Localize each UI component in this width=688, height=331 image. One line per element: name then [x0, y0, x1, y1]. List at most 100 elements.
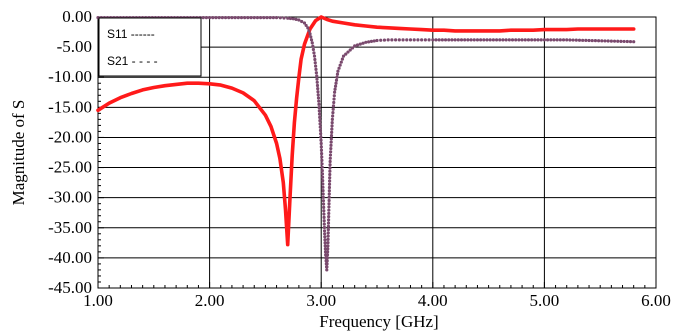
series-s21-point	[328, 176, 332, 180]
series-s21-point	[317, 105, 321, 110]
series-s21-point	[530, 38, 534, 42]
series-s21-point	[322, 229, 327, 233]
series-s21-point	[453, 38, 457, 42]
series-s21-point	[437, 38, 441, 42]
series-s21-point	[332, 94, 336, 98]
series-s21-point	[322, 215, 326, 220]
series-s21-point	[335, 75, 339, 79]
series-s21-point	[328, 179, 332, 183]
series-s21-point	[494, 38, 499, 42]
x-tick-label: 6.00	[641, 291, 671, 310]
series-s21-point	[330, 124, 334, 128]
series-s21-point	[408, 38, 413, 42]
grid	[98, 17, 656, 288]
series-s21-point	[330, 130, 334, 134]
series-s21-point	[510, 38, 515, 42]
legend: S11 ------ S21 - - - -	[98, 17, 202, 77]
series-s21-point	[321, 182, 325, 186]
series-s21-point	[322, 212, 326, 216]
series-s21-point	[423, 38, 427, 42]
series-s21-point	[320, 158, 324, 163]
series-s21-point	[517, 38, 521, 42]
series-s21-point	[326, 228, 330, 232]
series-s21-point	[390, 38, 394, 42]
series-s21-point	[350, 46, 355, 50]
series-s21-point	[319, 141, 323, 146]
series-s21-point	[314, 71, 318, 75]
series-s21-point	[336, 69, 340, 73]
series-s21-point	[325, 268, 329, 272]
series-s21-point	[318, 115, 322, 119]
series-s21-point	[328, 172, 332, 177]
series-s21-point	[278, 16, 282, 20]
series-s21-point	[340, 57, 345, 61]
series-s21-point	[619, 39, 623, 43]
series-s21-point	[326, 250, 330, 254]
series-s21-point	[252, 16, 256, 20]
series-s21-point	[306, 26, 310, 30]
series-s21-point	[307, 29, 311, 33]
series-s21-point	[337, 66, 341, 70]
series-s21-point	[539, 38, 543, 42]
series-s21-point	[320, 152, 324, 156]
series-s21-point	[587, 38, 591, 43]
series-s21-point	[606, 39, 610, 43]
series-s21-point	[323, 244, 327, 248]
y-tick-label: -35.00	[48, 218, 92, 237]
series-s21-point	[268, 16, 272, 20]
series-s21-point	[315, 74, 319, 78]
series-s21-point	[327, 211, 331, 216]
series-s21-point	[625, 39, 629, 44]
series-s21-point	[321, 179, 325, 183]
series-s21-point	[321, 189, 325, 193]
series-s21-point	[616, 39, 620, 43]
x-tick-label: 4.00	[418, 291, 448, 310]
series-s21-point	[312, 51, 316, 55]
series-s21-point	[369, 39, 374, 43]
series-s21-point	[327, 192, 331, 196]
series-s21-point	[323, 238, 327, 242]
series-s21-point	[536, 38, 540, 42]
series-s21-point	[329, 150, 333, 154]
series-s21-point	[332, 90, 337, 94]
series-s21-point	[341, 54, 346, 58]
series-s21-point	[498, 38, 502, 42]
series-s21-point	[520, 38, 524, 42]
series-s21-point	[328, 156, 332, 160]
series-s21-point	[255, 16, 260, 20]
series-s21-point	[628, 40, 633, 44]
x-tick-label: 3.00	[306, 291, 336, 310]
series-s21-point	[443, 38, 448, 42]
series-s21-point	[326, 234, 330, 238]
series-s21-point	[236, 16, 240, 20]
series-s21-point	[331, 104, 336, 108]
series-s21-point	[314, 64, 318, 68]
series-s21-point	[355, 43, 360, 47]
series-s21-point	[427, 38, 431, 42]
series-s21-point	[319, 135, 323, 139]
series-s21-point	[326, 237, 330, 241]
series-s21-point	[367, 40, 371, 44]
series-s21-point	[469, 38, 473, 42]
series-s21-point	[622, 39, 626, 44]
y-tick-label: -45.00	[48, 278, 92, 297]
series-s21-point	[312, 54, 317, 58]
y-tick-label: 0.00	[62, 7, 92, 26]
series-s21-point	[561, 38, 566, 42]
series-s21-point	[326, 218, 331, 222]
series-s21-point	[259, 16, 263, 20]
series-s21-point	[220, 16, 224, 20]
series-s21-point	[358, 42, 362, 46]
series-s21-point	[322, 219, 326, 223]
series-s21-point	[501, 38, 505, 42]
series-s21-point	[405, 38, 409, 42]
series-s21-point	[323, 247, 327, 251]
series-s21-point	[327, 189, 331, 193]
series-s21-point	[282, 16, 286, 20]
series-s21-point	[328, 169, 332, 173]
series-s21-point	[353, 44, 357, 48]
series-s21-point	[514, 38, 518, 42]
series-s21-point	[565, 38, 569, 42]
y-tick-label: -20.00	[48, 127, 92, 146]
